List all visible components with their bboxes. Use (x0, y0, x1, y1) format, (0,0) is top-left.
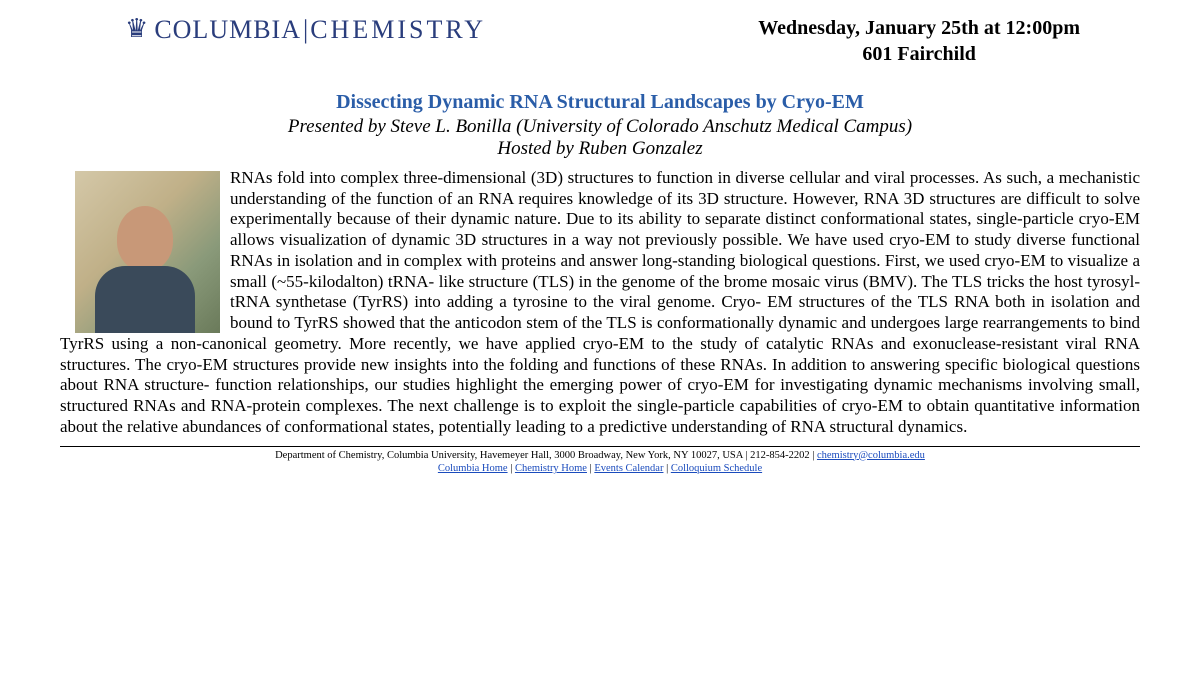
link-chemistry-home[interactable]: Chemistry Home (515, 463, 587, 474)
talk-title: Dissecting Dynamic RNA Structural Landsc… (60, 91, 1140, 114)
footer-address: Department of Chemistry, Columbia Univer… (60, 449, 1140, 463)
datetime-block: Wednesday, January 25th at 12:00pm 601 F… (758, 15, 1140, 67)
header: ♛ COLUMBIA|CHEMISTRY Wednesday, January … (60, 15, 1140, 67)
sep: | (663, 463, 670, 474)
presenter-line: Presented by Steve L. Bonilla (Universit… (60, 116, 1140, 138)
host-line: Hosted by Ruben Gonzalez (60, 138, 1140, 160)
footer-email-link[interactable]: chemistry@columbia.edu (817, 450, 925, 461)
sep: | (508, 463, 515, 474)
logo: ♛ COLUMBIA|CHEMISTRY (60, 15, 758, 45)
link-colloquium-schedule[interactable]: Colloquium Schedule (671, 463, 762, 474)
footer-links: Columbia Home | Chemistry Home | Events … (60, 462, 1140, 476)
speaker-photo (75, 171, 220, 333)
date-line: Wednesday, January 25th at 12:00pm (758, 15, 1080, 41)
logo-text-1: COLUMBIA (154, 15, 301, 44)
footer-address-text: Department of Chemistry, Columbia Univer… (275, 450, 817, 461)
link-events-calendar[interactable]: Events Calendar (594, 463, 663, 474)
link-columbia-home[interactable]: Columbia Home (438, 463, 508, 474)
abstract-text: RNAs fold into complex three-dimensional… (60, 168, 1140, 436)
room-line: 601 Fairchild (758, 41, 1080, 67)
abstract-block: RNAs fold into complex three-dimensional… (60, 168, 1140, 438)
crown-icon: ♛ (125, 16, 148, 42)
logo-sep: | (303, 15, 308, 44)
footer: Department of Chemistry, Columbia Univer… (60, 446, 1140, 476)
logo-text-2: CHEMISTRY (310, 15, 486, 44)
